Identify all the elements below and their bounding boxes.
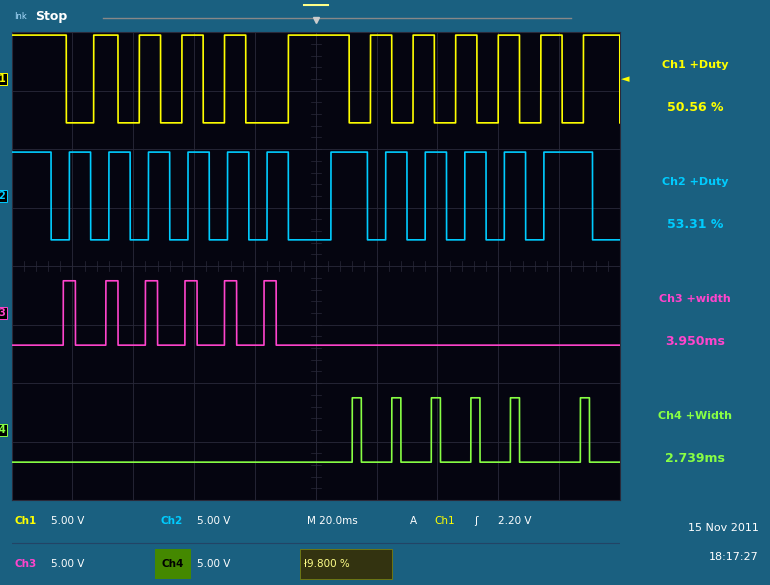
Text: Ch2 +Duty: Ch2 +Duty — [661, 177, 728, 187]
Text: Ch3: Ch3 — [15, 559, 37, 569]
Text: A: A — [410, 516, 417, 526]
Text: Ink: Ink — [15, 12, 27, 21]
Text: 5.00 V: 5.00 V — [197, 559, 230, 569]
Text: 2: 2 — [0, 191, 5, 201]
Text: 3: 3 — [0, 308, 5, 318]
Text: Ch4: Ch4 — [162, 559, 184, 569]
Text: 4: 4 — [0, 425, 5, 435]
FancyBboxPatch shape — [300, 549, 392, 579]
Text: 5.00 V: 5.00 V — [51, 516, 85, 526]
Text: 18:17:27: 18:17:27 — [709, 552, 759, 562]
Text: 50.56 %: 50.56 % — [667, 101, 723, 113]
Text: Ch1: Ch1 — [434, 516, 455, 526]
Text: 53.31 %: 53.31 % — [667, 218, 723, 230]
Text: 5.00 V: 5.00 V — [197, 516, 230, 526]
Text: Ch3 +width: Ch3 +width — [659, 294, 731, 304]
Text: 5.00 V: 5.00 V — [51, 559, 85, 569]
Text: 2.739ms: 2.739ms — [665, 452, 725, 464]
Text: ł9.800 %: ł9.800 % — [303, 559, 350, 569]
Text: 1: 1 — [0, 74, 5, 84]
Text: ◄: ◄ — [621, 74, 630, 84]
Text: ʃ: ʃ — [474, 516, 477, 526]
Text: 2.20 V: 2.20 V — [498, 516, 532, 526]
Text: 3.950ms: 3.950ms — [665, 335, 725, 347]
Text: Ch4 +Width: Ch4 +Width — [658, 411, 732, 421]
Text: Ch2: Ch2 — [161, 516, 182, 526]
Text: Stop: Stop — [35, 10, 67, 23]
Text: M 20.0ms: M 20.0ms — [306, 516, 357, 526]
Text: Ch1 +Duty: Ch1 +Duty — [661, 60, 728, 70]
Text: Ch1: Ch1 — [15, 516, 37, 526]
Text: 15 Nov 2011: 15 Nov 2011 — [688, 524, 759, 534]
FancyBboxPatch shape — [155, 549, 191, 579]
